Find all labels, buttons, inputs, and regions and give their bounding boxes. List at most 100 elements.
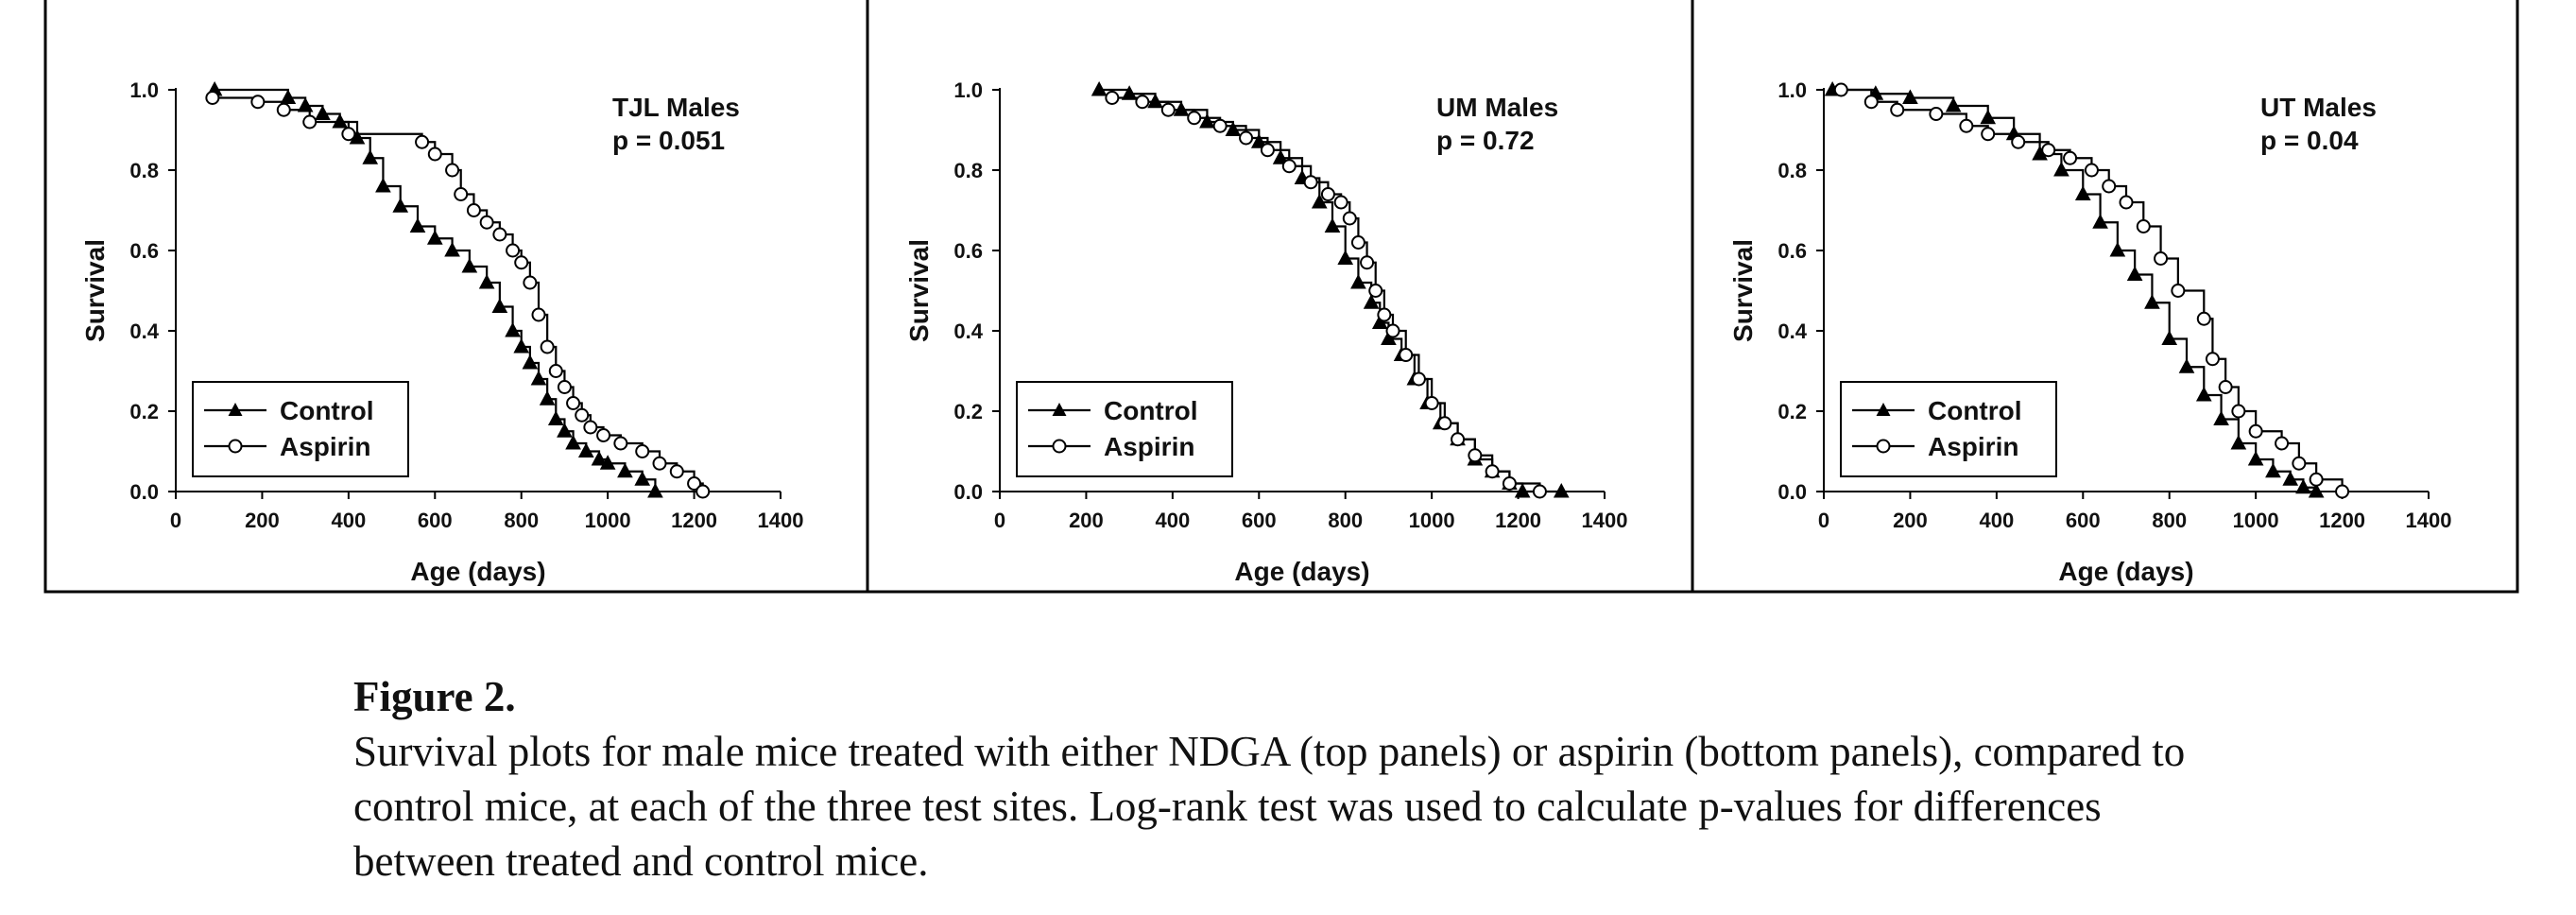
control-point <box>1371 314 1388 329</box>
panel-border <box>43 0 869 594</box>
control-point <box>2092 214 2108 229</box>
aspirin-point <box>540 339 555 354</box>
legend-marker-triangle <box>228 403 243 416</box>
aspirin-point <box>2205 352 2220 367</box>
aspirin-point <box>2154 251 2169 266</box>
control-point <box>426 230 443 245</box>
legend-box <box>1016 381 1233 477</box>
y-tick-label: 0.2 <box>129 400 159 423</box>
aspirin-point <box>454 187 469 201</box>
p-value-label: p = 0.051 <box>612 126 725 155</box>
aspirin-point <box>2136 219 2151 233</box>
aspirin-point <box>1424 396 1439 410</box>
aspirin-point <box>2231 404 2246 419</box>
aspirin-point <box>302 114 318 129</box>
x-axis-label: Age (days) <box>2058 557 2193 586</box>
legend-marker-circle <box>1876 439 1891 454</box>
y-tick-label: 1.0 <box>129 78 159 102</box>
control-point <box>2195 386 2212 402</box>
legend-marker-circle <box>228 439 243 454</box>
control-point <box>1272 149 1289 164</box>
panel-title: UT Males <box>2260 93 2377 122</box>
y-axis-label: Survival <box>904 239 934 342</box>
x-tick-label: 600 <box>418 509 453 532</box>
aspirin-point <box>566 396 581 410</box>
control-point <box>505 321 521 337</box>
legend-box <box>1840 381 2057 477</box>
control-point <box>1250 133 1267 148</box>
x-tick-label: 1000 <box>585 509 631 532</box>
aspirin-point <box>2309 472 2324 487</box>
aspirin-point <box>466 203 481 217</box>
aspirin-point <box>523 275 538 290</box>
control-point <box>2295 478 2311 494</box>
control-point <box>2074 185 2091 200</box>
legend-marker-triangle <box>1876 403 1891 416</box>
aspirin-point <box>1981 127 1996 142</box>
aspirin-point <box>341 127 356 142</box>
control-point <box>1350 273 1366 289</box>
aspirin-point <box>1160 102 1176 117</box>
figure-caption-text: Survival plots for male mice treated wit… <box>353 728 2186 885</box>
control-point <box>491 298 508 313</box>
control-point <box>392 198 409 213</box>
x-tick-label: 1200 <box>2319 509 2365 532</box>
panel-title: UM Males <box>1436 93 1558 122</box>
legend-marker-triangle <box>1052 403 1067 416</box>
aspirin-point <box>1929 107 1944 121</box>
figure-caption: Figure 2. Survival plots for male mice t… <box>353 669 2243 889</box>
control-point <box>2161 330 2178 345</box>
x-axis-label: Age (days) <box>1234 557 1369 586</box>
y-tick-label: 1.0 <box>1777 78 1807 102</box>
control-point <box>2265 462 2281 478</box>
aspirin-point <box>2102 179 2117 194</box>
control-point <box>444 241 460 257</box>
x-tick-label: 0 <box>994 509 1005 532</box>
y-tick-label: 0.4 <box>129 319 159 343</box>
aspirin-point <box>575 407 590 423</box>
aspirin-point <box>479 215 494 230</box>
legend-label-control: Control <box>1104 396 1198 425</box>
control-point <box>1121 85 1138 100</box>
aspirin-point <box>2171 284 2186 298</box>
control-point <box>599 455 616 470</box>
p-value-label: p = 0.04 <box>2260 126 2359 155</box>
y-tick-label: 1.0 <box>953 78 983 102</box>
control-point <box>647 482 663 498</box>
y-tick-label: 0.0 <box>129 480 159 504</box>
y-tick-label: 0.4 <box>1777 319 1807 343</box>
legend-label-control: Control <box>1928 396 2022 425</box>
p-value-label: p = 0.72 <box>1436 126 1535 155</box>
aspirin-point <box>1239 130 1254 146</box>
aspirin-point <box>250 95 266 110</box>
y-tick-label: 0.8 <box>953 159 983 182</box>
x-tick-label: 600 <box>2066 509 2101 532</box>
aspirin-point <box>1105 91 1120 105</box>
x-tick-label: 200 <box>1069 509 1104 532</box>
control-point <box>315 105 331 120</box>
aspirin-point <box>415 134 430 149</box>
aspirin-point <box>1187 111 1202 126</box>
aspirin-point <box>445 163 460 178</box>
control-point <box>634 471 651 486</box>
aspirin-point <box>1411 371 1426 387</box>
aspirin-point <box>583 420 598 435</box>
aspirin-point <box>2275 436 2290 451</box>
y-tick-label: 0.2 <box>1777 400 1807 423</box>
control-point <box>591 450 608 466</box>
control-point <box>577 442 594 458</box>
aspirin-point <box>2084 163 2099 178</box>
control-point <box>617 462 633 478</box>
control-point <box>1199 112 1215 129</box>
aspirin-point <box>1833 82 1848 97</box>
x-tick-label: 0 <box>170 509 181 532</box>
x-tick-label: 1000 <box>1409 509 1455 532</box>
control-point <box>2282 471 2299 486</box>
x-tick-label: 1200 <box>671 509 717 532</box>
x-tick-label: 800 <box>1328 509 1363 532</box>
control-point <box>2144 294 2160 309</box>
y-tick-label: 0.6 <box>129 239 159 263</box>
legend-box <box>192 381 409 477</box>
aspirin-point <box>2335 484 2350 499</box>
aspirin-point <box>1281 159 1297 174</box>
